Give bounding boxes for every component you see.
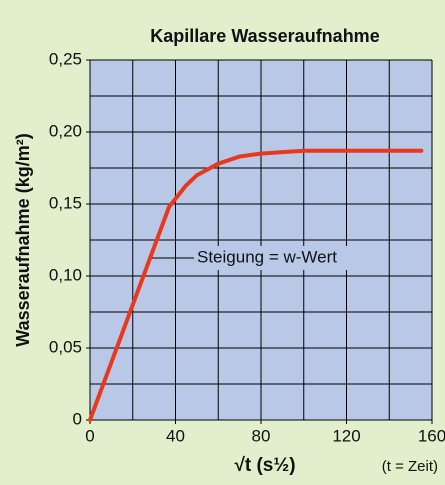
y-tick-label: 0,20 — [49, 121, 82, 140]
y-tick-label: 0,15 — [49, 193, 82, 212]
x-axis-label: √t (s½) — [234, 455, 295, 476]
x-tick-label: 40 — [166, 426, 185, 445]
x-tick-label: 120 — [332, 426, 360, 445]
annotation-bg — [194, 246, 364, 270]
y-axis-label: Wasseraufnahme (kg/m²) — [13, 133, 33, 346]
data-line — [88, 148, 424, 422]
x-tick-label: 80 — [252, 426, 271, 445]
annotation: Steigung = w-Wert — [197, 247, 337, 266]
x-tick-label: 0 — [85, 426, 94, 445]
y-tick-label: 0,10 — [49, 265, 82, 284]
y-tick-label: 0 — [73, 409, 82, 428]
y-tick-label: 0,05 — [49, 337, 82, 356]
x-tick-label: 160 — [418, 426, 445, 445]
note: (t = Zeit) — [382, 458, 438, 475]
y-tick-label: 0,25 — [49, 49, 82, 68]
chart-title: Kapillare Wasseraufnahme — [150, 26, 379, 46]
